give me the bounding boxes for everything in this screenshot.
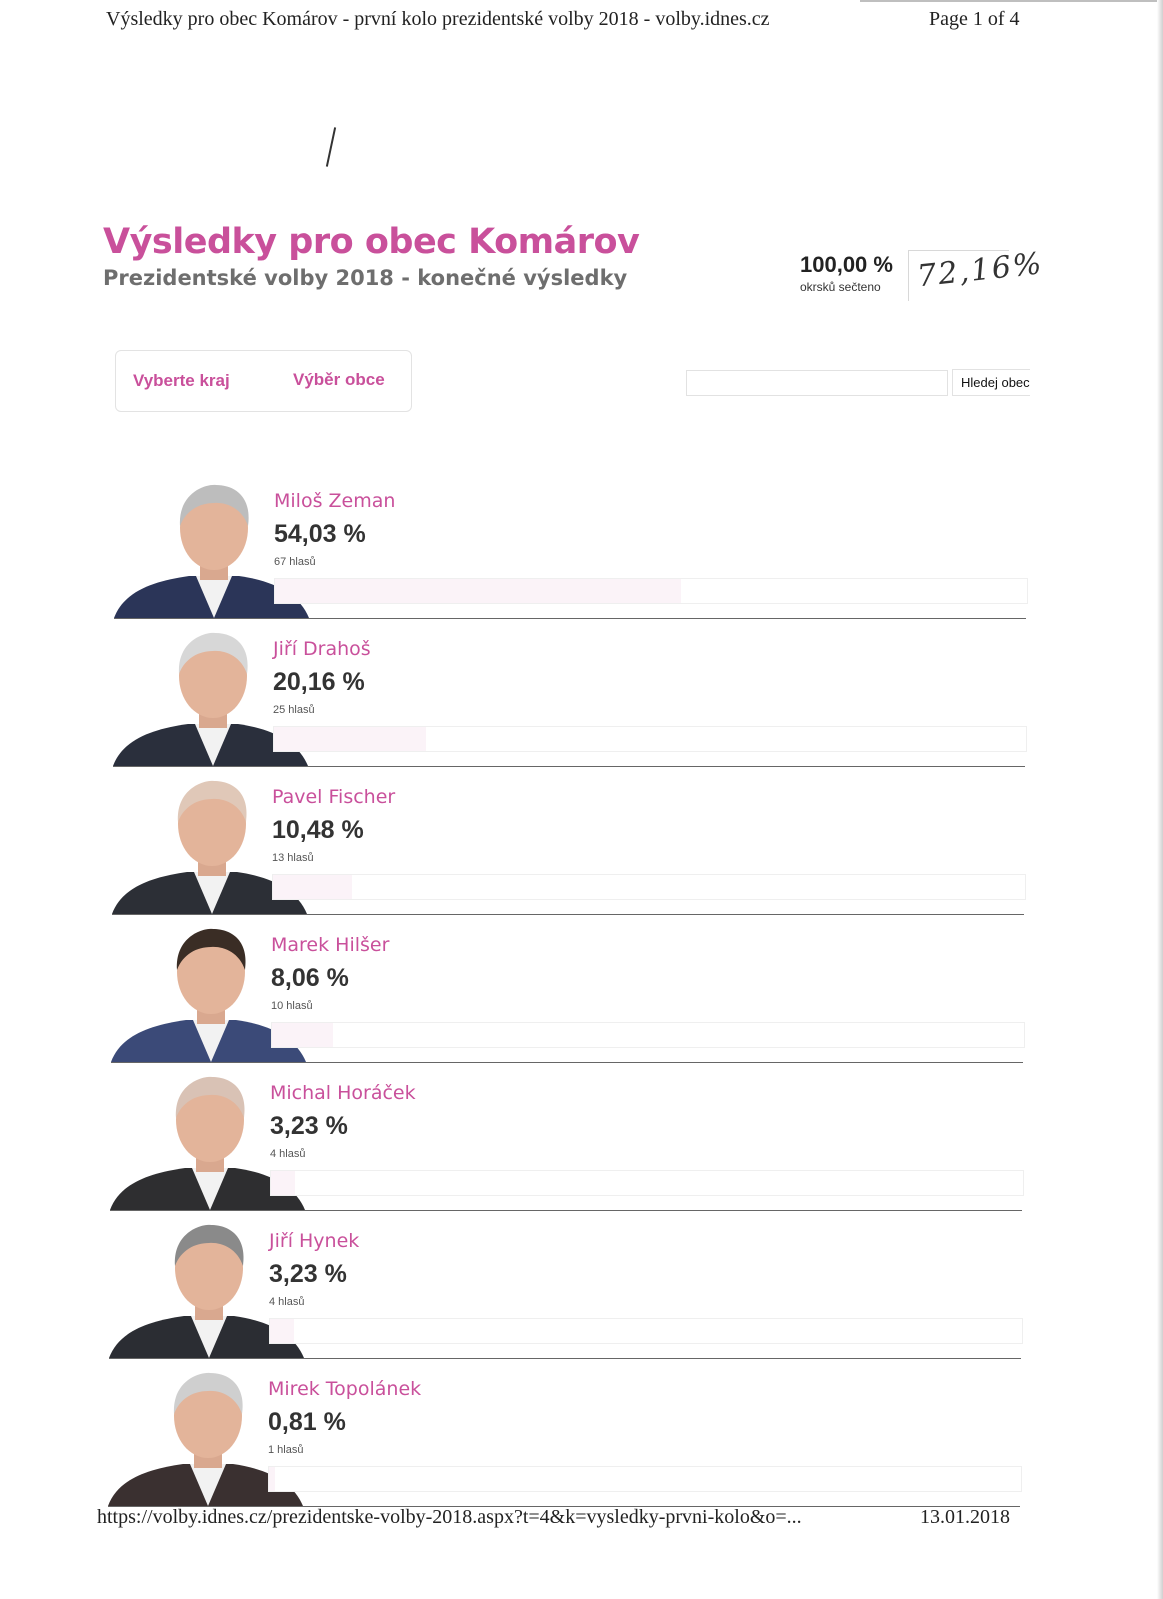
candidate-votes: 13 hlasů <box>272 852 314 864</box>
candidate-photo <box>111 928 306 1062</box>
candidate-result-bar <box>270 1170 1024 1196</box>
counted-percent: 100,00 % <box>800 252 893 277</box>
candidate-result-bar <box>274 578 1028 604</box>
candidate-result-bar-fill <box>271 1171 296 1195</box>
candidate-votes: 25 hlasů <box>273 704 315 716</box>
candidate-photo <box>108 1372 303 1506</box>
candidate-result-bar <box>268 1466 1022 1492</box>
candidate-row: Pavel Fischer 10,48 % 13 hlasů <box>112 772 1032 920</box>
row-divider <box>108 1506 1020 1507</box>
region-select-link[interactable]: Vyberte kraj <box>133 371 230 390</box>
municipality-select-link[interactable]: Výběr obce <box>293 370 385 389</box>
candidate-row: Jiří Hynek 3,23 % 4 hlasů <box>109 1216 1029 1364</box>
candidate-votes: 4 hlasů <box>270 1148 306 1160</box>
candidate-votes: 10 hlasů <box>271 1000 313 1012</box>
candidate-row: Mirek Topolánek 0,81 % 1 hlasů <box>108 1364 1028 1512</box>
candidate-result-bar-fill <box>275 579 682 603</box>
municipality-search-input[interactable] <box>686 370 948 396</box>
counted-status: 100,00 % okrsků sečteno <box>800 252 893 294</box>
print-header-page-number: Page 1 of 4 <box>929 8 1020 30</box>
candidate-result-bar <box>271 1022 1025 1048</box>
candidate-percent: 10,48 % <box>272 816 364 844</box>
candidate-percent: 0,81 % <box>268 1408 346 1436</box>
print-header-title: Výsledky pro obec Komárov - první kolo p… <box>106 8 770 30</box>
handwritten-note-text: 72,16% <box>915 246 1045 295</box>
candidate-result-bar <box>269 1318 1023 1344</box>
candidate-row: Marek Hilšer 8,06 % 10 hlasů <box>111 920 1031 1068</box>
candidate-result-bar <box>273 726 1027 752</box>
candidate-photo <box>110 1076 305 1210</box>
scan-page-edge <box>1157 0 1163 1599</box>
page-heading: Výsledky pro obec Komárov Prezidentské v… <box>103 222 640 290</box>
candidate-photo <box>114 484 309 618</box>
candidate-percent: 8,06 % <box>271 964 349 992</box>
scan-border-line <box>860 0 1160 2</box>
page-subtitle: Prezidentské volby 2018 - konečné výsled… <box>103 266 628 290</box>
candidate-name[interactable]: Jiří Hynek <box>269 1230 360 1252</box>
candidate-result-bar-fill <box>270 1319 295 1343</box>
candidate-row: Michal Horáček 3,23 % 4 hlasů <box>110 1068 1030 1216</box>
row-divider <box>114 618 1026 619</box>
candidate-name[interactable]: Pavel Fischer <box>272 786 396 808</box>
candidate-result-bar-fill <box>272 1023 333 1047</box>
candidate-result-bar-fill <box>274 727 426 751</box>
row-divider <box>111 1062 1023 1063</box>
candidate-photo <box>112 780 307 914</box>
location-selector: Vyberte kraj Výběr obce <box>115 350 412 412</box>
candidate-photo <box>113 632 308 766</box>
candidate-percent: 20,16 % <box>273 668 365 696</box>
counted-label: okrsků sečteno <box>800 280 881 294</box>
candidate-photo <box>109 1224 304 1358</box>
row-divider <box>109 1358 1021 1359</box>
candidate-row: Jiří Drahoš 20,16 % 25 hlasů <box>113 624 1033 772</box>
row-divider <box>113 766 1025 767</box>
candidate-name[interactable]: Michal Horáček <box>270 1082 416 1104</box>
row-divider <box>112 914 1024 915</box>
print-footer-date: 13.01.2018 <box>920 1506 1010 1528</box>
candidate-votes: 4 hlasů <box>269 1296 305 1308</box>
row-divider <box>110 1210 1022 1211</box>
candidate-result-bar <box>272 874 1026 900</box>
pen-mark <box>325 127 337 167</box>
candidate-name[interactable]: Miloš Zeman <box>274 490 396 512</box>
candidate-name[interactable]: Marek Hilšer <box>271 934 390 956</box>
candidate-votes: 1 hlasů <box>268 1444 304 1456</box>
handwritten-note: 72,16% <box>908 246 1045 301</box>
candidate-result-bar-fill <box>273 875 352 899</box>
print-footer-url: https://volby.idnes.cz/prezidentske-volb… <box>97 1506 802 1528</box>
candidate-result-bar-fill <box>269 1467 276 1491</box>
candidate-row: Miloš Zeman 54,03 % 67 hlasů <box>114 476 1034 624</box>
candidate-percent: 3,23 % <box>270 1112 348 1140</box>
candidate-percent: 54,03 % <box>274 520 366 548</box>
candidate-name[interactable]: Mirek Topolánek <box>268 1378 422 1400</box>
candidate-votes: 67 hlasů <box>274 556 316 568</box>
search-municipality-button[interactable]: Hledej obec <box>952 369 1030 396</box>
candidate-name[interactable]: Jiří Drahoš <box>273 638 371 660</box>
candidate-percent: 3,23 % <box>269 1260 347 1288</box>
page-title: Výsledky pro obec Komárov <box>103 222 640 262</box>
